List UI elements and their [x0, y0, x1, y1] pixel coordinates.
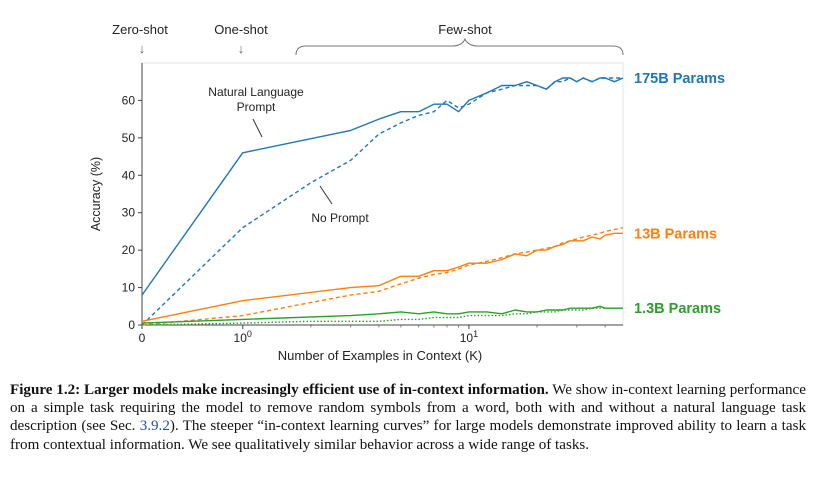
- zero-shot-arrow: ↓: [139, 41, 146, 56]
- y-tick-label: 60: [122, 93, 136, 107]
- line-annotations: Natural Language Prompt No Prompt: [208, 85, 369, 225]
- y-tick-label: 50: [122, 131, 136, 145]
- caption-body: We show in-context learning performance …: [10, 382, 806, 435]
- x-tick-exponent: 1: [473, 329, 478, 339]
- y-axis: 0 10 20 30 40 50 60: [122, 63, 143, 332]
- x-tick-exponent: 0: [247, 329, 252, 339]
- x-tick-label: 100: [234, 329, 252, 345]
- x-tick-label: 101: [460, 329, 478, 345]
- series-line-1-3b-params: [141, 305, 623, 324]
- x-axis: 0 100 101: [139, 324, 623, 345]
- caption-body-end: ). The steeper “in-context learning curv…: [10, 418, 806, 453]
- chart: Zero-shot ↓ One-shot ↓ Few-shot 01020304…: [89, 22, 725, 363]
- zero-shot-label: Zero-shot: [112, 22, 168, 37]
- y-tick-label: 0: [128, 318, 135, 332]
- caption-bold-text: Larger models make increasingly efficien…: [84, 382, 549, 398]
- natural-language-pointer: [252, 118, 263, 138]
- y-axis-label: Accuracy (%): [89, 157, 103, 231]
- y-tick-label: 40: [122, 168, 136, 182]
- series-layer: [141, 77, 624, 326]
- caption-label: Figure 1.2:: [10, 382, 81, 398]
- y-tick-label: 10: [122, 281, 136, 295]
- series-line-1-3b-no-prompt: [141, 307, 623, 326]
- few-shot-label: Few-shot: [438, 22, 492, 37]
- legend-layer: 175B Params 13B Params 1.3B Params: [634, 71, 725, 317]
- series-line-175b-params: [141, 77, 624, 296]
- caption-section-link[interactable]: 3.9.2: [139, 418, 170, 435]
- series-line-13b-no-prompt: [141, 227, 624, 326]
- x-axis-label: Number of Examples in Context (K): [278, 348, 482, 363]
- series-label-4: 1.3B Params: [634, 301, 721, 317]
- few-shot-brace: [295, 37, 624, 56]
- figure-caption: Figure 1.2: Larger models make increasin…: [10, 381, 806, 454]
- natural-language-annotation: Natural Language: [208, 85, 304, 99]
- one-shot-label: One-shot: [214, 22, 268, 37]
- series-line-175b-no-prompt: [141, 77, 623, 326]
- one-shot-arrow: ↓: [238, 41, 245, 56]
- y-tick-label: 30: [122, 206, 136, 220]
- no-prompt-pointer: [319, 185, 333, 205]
- top-annotations: Zero-shot ↓ One-shot ↓ Few-shot: [112, 22, 624, 56]
- no-prompt-annotation: No Prompt: [311, 211, 369, 225]
- y-tick-label: 20: [122, 243, 136, 257]
- x-tick-label: 0: [139, 331, 146, 345]
- prompt-annotation: Prompt: [237, 100, 276, 114]
- series-label-0: 175B Params: [634, 71, 725, 87]
- series-label-2: 13B Params: [634, 226, 717, 242]
- series-line-13b-params: [141, 232, 623, 322]
